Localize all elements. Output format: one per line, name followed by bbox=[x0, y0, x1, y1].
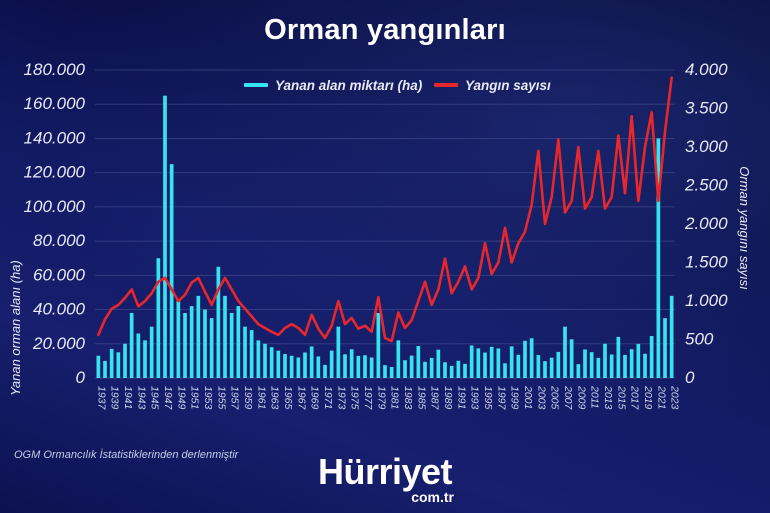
svg-text:100.000: 100.000 bbox=[24, 197, 86, 216]
svg-text:180.000: 180.000 bbox=[24, 60, 86, 79]
svg-text:1937: 1937 bbox=[95, 386, 107, 411]
svg-text:1961: 1961 bbox=[255, 386, 267, 409]
svg-text:1967: 1967 bbox=[295, 386, 307, 411]
svg-text:1999: 1999 bbox=[509, 386, 521, 410]
svg-text:1977: 1977 bbox=[362, 386, 374, 411]
svg-text:4.000: 4.000 bbox=[685, 60, 728, 79]
svg-text:1949: 1949 bbox=[175, 386, 187, 410]
svg-text:1957: 1957 bbox=[229, 386, 241, 411]
svg-text:140.000: 140.000 bbox=[24, 128, 86, 147]
svg-text:40.000: 40.000 bbox=[33, 300, 86, 319]
svg-text:1955: 1955 bbox=[215, 386, 227, 410]
svg-text:1959: 1959 bbox=[242, 386, 254, 410]
svg-text:2001: 2001 bbox=[522, 385, 534, 409]
svg-text:1985: 1985 bbox=[415, 386, 427, 410]
svg-text:2.500: 2.500 bbox=[684, 176, 728, 195]
svg-text:60.000: 60.000 bbox=[33, 265, 86, 284]
svg-text:2021: 2021 bbox=[655, 385, 667, 409]
svg-text:1947: 1947 bbox=[162, 386, 174, 411]
svg-text:0: 0 bbox=[685, 368, 695, 387]
svg-text:160.000: 160.000 bbox=[24, 94, 86, 113]
svg-text:2.000: 2.000 bbox=[684, 214, 728, 233]
svg-text:0: 0 bbox=[76, 368, 86, 387]
svg-text:2023: 2023 bbox=[669, 385, 681, 410]
svg-text:1939: 1939 bbox=[109, 386, 121, 410]
svg-text:1975: 1975 bbox=[349, 386, 361, 410]
svg-text:1963: 1963 bbox=[269, 386, 281, 410]
svg-text:1.500: 1.500 bbox=[685, 253, 728, 272]
svg-text:1943: 1943 bbox=[135, 386, 147, 410]
svg-text:120.000: 120.000 bbox=[24, 163, 86, 182]
svg-text:1945: 1945 bbox=[149, 386, 161, 410]
svg-text:1.000: 1.000 bbox=[685, 291, 728, 310]
svg-text:2011: 2011 bbox=[589, 385, 601, 409]
svg-text:1951: 1951 bbox=[189, 386, 201, 409]
svg-text:1983: 1983 bbox=[402, 386, 414, 410]
svg-text:2003: 2003 bbox=[535, 385, 547, 410]
svg-text:1979: 1979 bbox=[375, 386, 387, 410]
svg-text:3.000: 3.000 bbox=[685, 137, 728, 156]
svg-text:1971: 1971 bbox=[322, 386, 334, 409]
svg-text:2013: 2013 bbox=[602, 385, 614, 410]
svg-text:1965: 1965 bbox=[282, 386, 294, 410]
svg-text:1973: 1973 bbox=[335, 386, 347, 410]
svg-text:1953: 1953 bbox=[202, 386, 214, 410]
svg-text:80.000: 80.000 bbox=[33, 231, 86, 250]
svg-text:20.000: 20.000 bbox=[32, 334, 86, 353]
svg-text:2015: 2015 bbox=[615, 385, 627, 410]
svg-text:2009: 2009 bbox=[575, 385, 587, 410]
svg-text:1969: 1969 bbox=[309, 386, 321, 410]
svg-text:1941: 1941 bbox=[122, 386, 134, 409]
svg-text:1993: 1993 bbox=[469, 386, 481, 410]
svg-text:1987: 1987 bbox=[429, 386, 441, 411]
svg-text:1995: 1995 bbox=[482, 386, 494, 410]
svg-text:500: 500 bbox=[685, 330, 714, 349]
svg-text:2019: 2019 bbox=[642, 385, 654, 410]
svg-text:2005: 2005 bbox=[549, 385, 561, 410]
svg-text:1989: 1989 bbox=[442, 386, 454, 410]
svg-text:3.500: 3.500 bbox=[685, 99, 728, 118]
svg-text:1981: 1981 bbox=[389, 386, 401, 409]
svg-text:1991: 1991 bbox=[455, 386, 467, 409]
svg-text:1997: 1997 bbox=[495, 386, 507, 411]
svg-text:2007: 2007 bbox=[562, 385, 574, 411]
svg-text:2017: 2017 bbox=[629, 385, 641, 411]
